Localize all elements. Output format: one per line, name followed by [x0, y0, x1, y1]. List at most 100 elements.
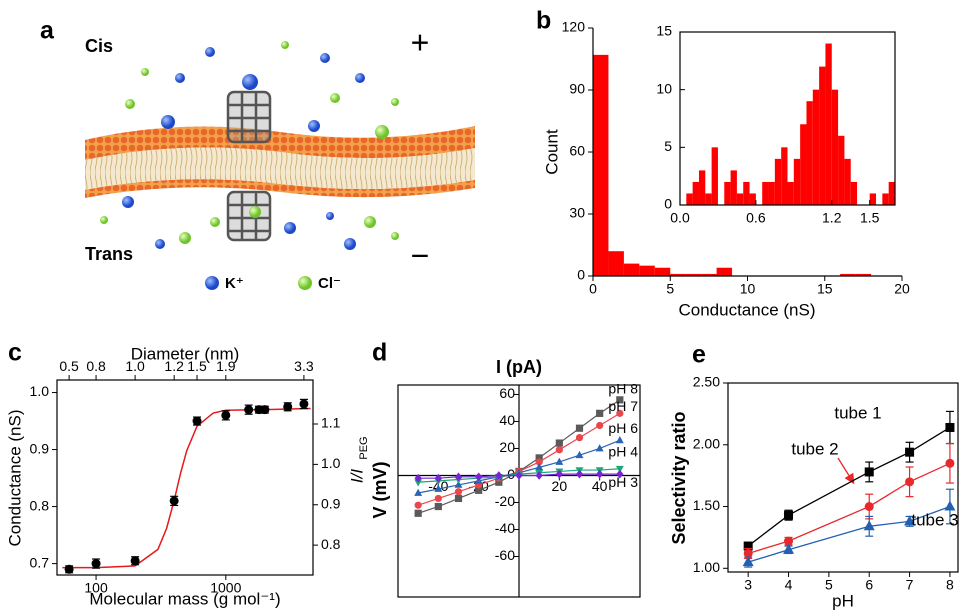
- plot-frame: [727, 382, 959, 573]
- bar: [844, 158, 851, 205]
- x-tick-label: 4: [785, 577, 793, 593]
- x-tick-label: 0.6: [746, 210, 766, 226]
- series-label: pH 6: [608, 420, 638, 436]
- bar: [855, 273, 872, 276]
- point: [475, 472, 483, 482]
- point: [863, 520, 875, 531]
- y-tick-label: 1.1: [321, 415, 341, 431]
- bar: [840, 273, 856, 276]
- point: [454, 480, 463, 488]
- point: [905, 477, 915, 487]
- point: [260, 405, 270, 415]
- point: [414, 473, 422, 483]
- bar: [701, 273, 717, 276]
- point: [414, 488, 423, 496]
- y-axis-label: Conductance (nS): [5, 409, 24, 546]
- x-tick-label: 1.5: [860, 210, 880, 226]
- x-tick-label: 5: [825, 577, 833, 593]
- illustration: a Cis Trans + − K⁺: [40, 17, 475, 292]
- bar: [825, 43, 832, 206]
- x-tick-label: 40: [592, 478, 608, 494]
- y-tick-label: 20: [499, 439, 515, 455]
- bar: [800, 124, 807, 205]
- panel-letter: a: [40, 17, 55, 45]
- y-tick-label: 0.7: [30, 554, 50, 570]
- point: [615, 465, 624, 474]
- bar: [806, 101, 813, 205]
- y-tick-label: 90: [569, 81, 585, 97]
- point: [515, 471, 523, 480]
- panel-letter: e: [692, 341, 706, 369]
- y2-axis-label-sub: PEG: [358, 436, 370, 459]
- point: [945, 458, 955, 468]
- bar: [724, 181, 731, 205]
- x-tick-label: 0.8: [86, 358, 106, 374]
- point: [535, 463, 544, 471]
- plot-frame: [679, 31, 896, 206]
- y-tick-label: 10: [656, 80, 672, 96]
- trans-label: Trans: [85, 244, 133, 264]
- bar: [743, 181, 750, 205]
- legend-swatch: [205, 276, 219, 290]
- x-tick-label: 1.5: [187, 358, 207, 374]
- bar: [812, 89, 820, 205]
- y-tick-label: 0: [577, 267, 585, 283]
- y-tick-label: -60: [495, 547, 515, 563]
- bar: [781, 147, 788, 205]
- x-axis-label: Molecular mass (g mol⁻¹): [89, 589, 280, 608]
- x-tick-label: 10: [740, 281, 756, 297]
- y-tick-label: 2.00: [693, 435, 720, 451]
- x-tick-label: 0.5: [59, 358, 79, 374]
- point: [434, 502, 442, 511]
- bar: [639, 265, 655, 276]
- x-tick-label: 0.0: [670, 210, 690, 226]
- series-label: pH 7: [608, 398, 638, 414]
- y2-axis-label: I/I PEG: [347, 436, 369, 483]
- x-tick-label: 1.0: [125, 358, 145, 374]
- y-tick-label: 0: [664, 196, 672, 212]
- y-tick-label: 1.0: [30, 383, 50, 399]
- y-tick-label: 120: [562, 19, 586, 35]
- point: [535, 454, 543, 462]
- point: [783, 543, 795, 554]
- x-tick-label: 6: [865, 577, 873, 593]
- point: [555, 439, 563, 447]
- point: [864, 467, 874, 477]
- point: [535, 471, 543, 480]
- point: [555, 457, 564, 465]
- bar: [768, 181, 775, 205]
- y-tick-label: 2.50: [693, 374, 720, 390]
- y-tick-label: 15: [656, 23, 672, 39]
- bar: [716, 267, 733, 276]
- point: [575, 450, 584, 459]
- x-tick-label: 100: [84, 580, 108, 596]
- y-tick-label: 60: [499, 385, 515, 401]
- fit-line: [62, 407, 311, 569]
- bar: [608, 251, 624, 276]
- point: [414, 501, 422, 509]
- bar: [882, 193, 889, 205]
- bar: [654, 267, 671, 276]
- bar: [692, 181, 699, 205]
- bar: [705, 193, 712, 205]
- point: [595, 444, 604, 452]
- bar: [850, 181, 858, 205]
- point: [945, 422, 955, 432]
- point: [299, 399, 309, 409]
- cis-label: Cis: [85, 36, 113, 56]
- plus-sign: +: [411, 24, 430, 60]
- x-axis-label: pH: [832, 591, 854, 610]
- bar: [762, 181, 769, 205]
- y-tick-label: -20: [495, 493, 515, 509]
- point: [91, 559, 101, 569]
- membrane-bottom: [85, 179, 475, 198]
- y-tick-label: 0.9: [321, 495, 341, 511]
- x-tick-label: 1.9: [216, 358, 236, 374]
- point: [743, 548, 753, 558]
- point: [434, 473, 442, 483]
- x-tick-label: 3.3: [294, 358, 314, 374]
- point: [864, 502, 874, 512]
- x-tick-label: 20: [552, 478, 568, 494]
- point: [596, 409, 604, 417]
